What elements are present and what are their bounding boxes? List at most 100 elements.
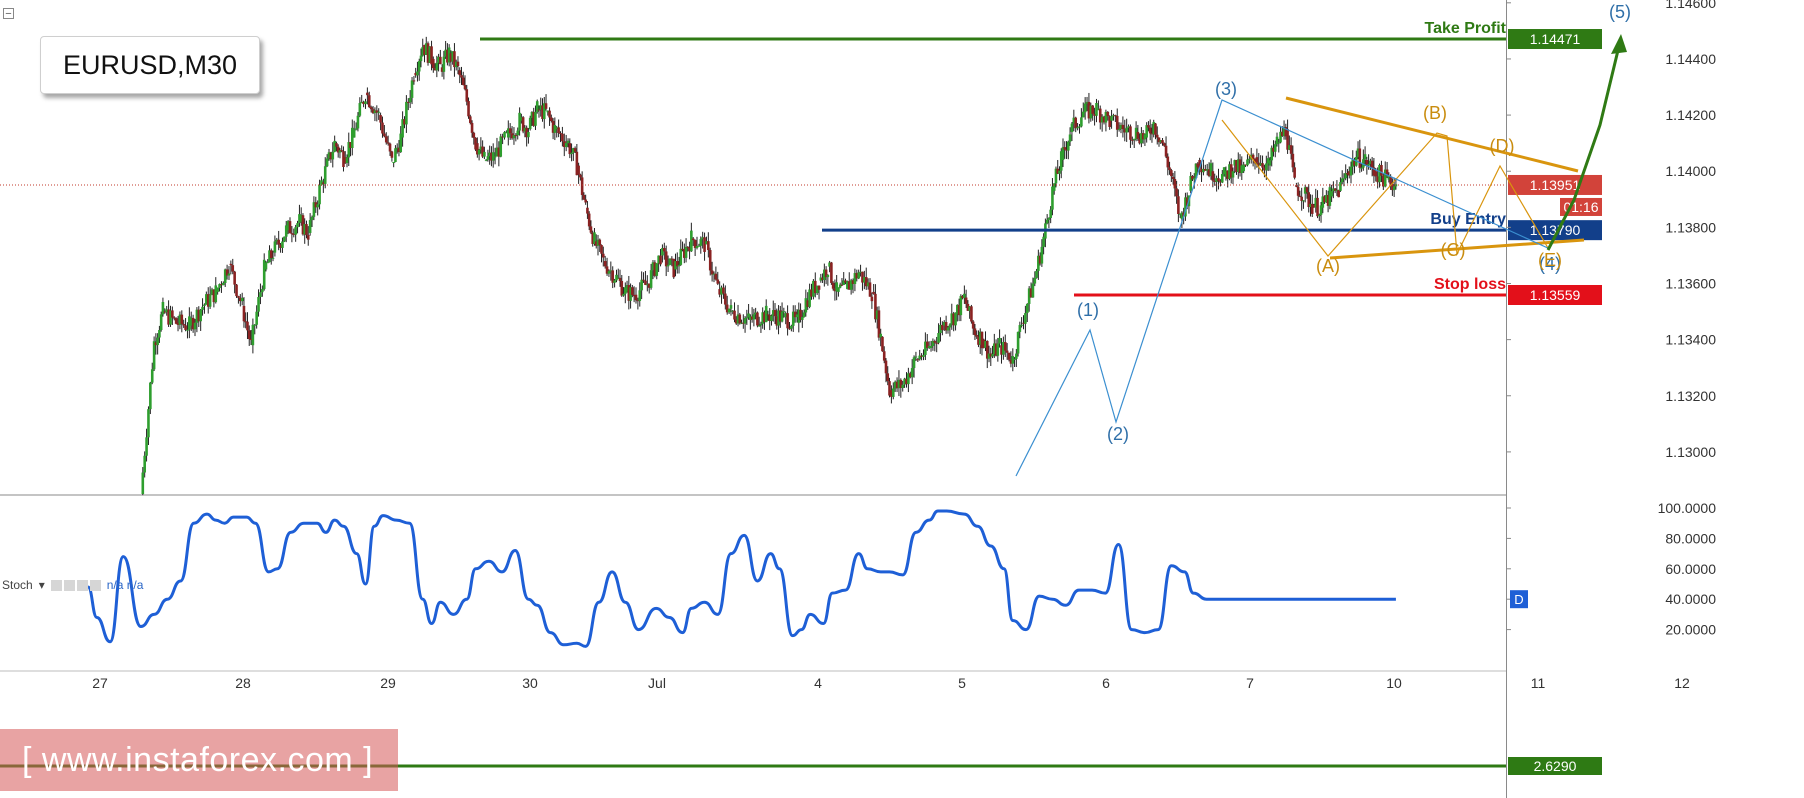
- candle-body: [301, 215, 305, 235]
- candle-body: [1000, 345, 1003, 355]
- candle-body: [1365, 159, 1369, 166]
- time-axis-label: 11: [1531, 675, 1546, 691]
- candle-body: [1098, 108, 1102, 123]
- candle-body: [1191, 175, 1194, 180]
- candle-body: [1300, 196, 1303, 201]
- candle-body: [1024, 313, 1027, 324]
- candle-body: [501, 136, 504, 138]
- candle-body: [1051, 186, 1054, 210]
- candle-body: [895, 381, 899, 389]
- price-tick-label: 1.13800: [1665, 219, 1716, 235]
- candle-body: [1009, 359, 1013, 364]
- candle-body: [1325, 195, 1328, 203]
- candle-body: [920, 355, 923, 357]
- candle-body: [775, 316, 779, 326]
- candle-body: [607, 271, 611, 274]
- candle-body: [273, 241, 277, 253]
- candle-body: [1148, 127, 1152, 134]
- candle-body: [1298, 195, 1302, 197]
- candle-body: [150, 369, 154, 383]
- candle-body: [838, 284, 842, 288]
- candle-body: [912, 357, 916, 369]
- candle-body: [156, 337, 159, 346]
- candle-body: [468, 116, 472, 123]
- candle-body: [1293, 167, 1296, 178]
- wave-label-blue: (3): [1215, 79, 1237, 99]
- candle-body: [506, 128, 510, 138]
- candle-body: [417, 61, 421, 72]
- candle-body: [231, 265, 235, 272]
- candle-body: [1319, 205, 1323, 215]
- candle-body: [1114, 115, 1117, 117]
- candle-body: [437, 56, 440, 63]
- chevron-down-icon[interactable]: ▾: [38, 578, 45, 592]
- candle-body: [1002, 341, 1005, 355]
- candle-body: [683, 249, 686, 258]
- candle-body: [1372, 167, 1376, 176]
- candle-body: [364, 101, 367, 105]
- close-icon[interactable]: [89, 579, 101, 591]
- candle-body: [1286, 129, 1289, 150]
- candle-body: [603, 261, 607, 267]
- candle-body: [1255, 157, 1259, 163]
- candle-body: [884, 360, 888, 374]
- candle-body: [670, 258, 674, 260]
- candle-body: [421, 46, 425, 56]
- time-axis-label: 6: [1102, 675, 1110, 691]
- candle-body: [356, 115, 360, 129]
- candle-body: [180, 314, 184, 325]
- candle-body: [360, 101, 364, 104]
- candle-body: [742, 322, 745, 324]
- candle-body: [325, 158, 329, 167]
- candle-body: [810, 289, 813, 297]
- candle-body: [424, 43, 428, 55]
- wave-label-blue: (5): [1609, 2, 1631, 22]
- candle-body: [394, 148, 397, 162]
- candle-body: [412, 80, 416, 82]
- candle-body: [642, 279, 645, 281]
- candle-body: [786, 313, 789, 329]
- price-tick-label: 1.14400: [1665, 51, 1716, 67]
- candle-body: [1270, 147, 1274, 161]
- wave-label-orange: (A): [1316, 256, 1340, 276]
- candle-body: [320, 180, 323, 185]
- candle-body: [1059, 151, 1063, 171]
- candle-body: [530, 111, 534, 118]
- candle-body: [1013, 358, 1016, 360]
- candle-body: [1189, 175, 1193, 191]
- add-icon[interactable]: [76, 579, 88, 591]
- settings-icon[interactable]: [63, 579, 75, 591]
- price-tick-label: 1.14200: [1665, 107, 1716, 123]
- candle-body: [433, 68, 437, 71]
- indicator-buttons[interactable]: [50, 579, 101, 591]
- candle-body: [1215, 178, 1218, 182]
- candle-body: [1288, 145, 1291, 150]
- candle-body: [1378, 165, 1381, 183]
- candle-body: [479, 146, 483, 150]
- candle-body: [244, 321, 248, 323]
- collapse-icon[interactable]: −: [3, 8, 14, 20]
- candle-body: [1018, 325, 1022, 332]
- candle-body: [169, 310, 172, 325]
- time-axis-label: Jul: [648, 675, 666, 691]
- candle-body: [808, 289, 811, 307]
- candle-body: [401, 119, 404, 138]
- gear-icon[interactable]: [50, 579, 62, 591]
- candle-body: [821, 277, 824, 281]
- candle-body: [246, 321, 249, 331]
- candle-body: [701, 237, 704, 240]
- candle-body: [1031, 283, 1035, 298]
- candle-body: [749, 316, 752, 320]
- candle-body: [1131, 139, 1134, 141]
- price-tick-label: 1.13200: [1665, 388, 1716, 404]
- candle-body: [189, 317, 193, 326]
- candle-body: [791, 311, 795, 326]
- candle-body: [1213, 180, 1217, 182]
- candle-body: [182, 324, 185, 326]
- candle-body: [1173, 178, 1177, 189]
- candle-body: [793, 311, 797, 318]
- candle-body: [1007, 352, 1011, 360]
- candle-body: [484, 159, 488, 161]
- candle-body: [461, 77, 465, 86]
